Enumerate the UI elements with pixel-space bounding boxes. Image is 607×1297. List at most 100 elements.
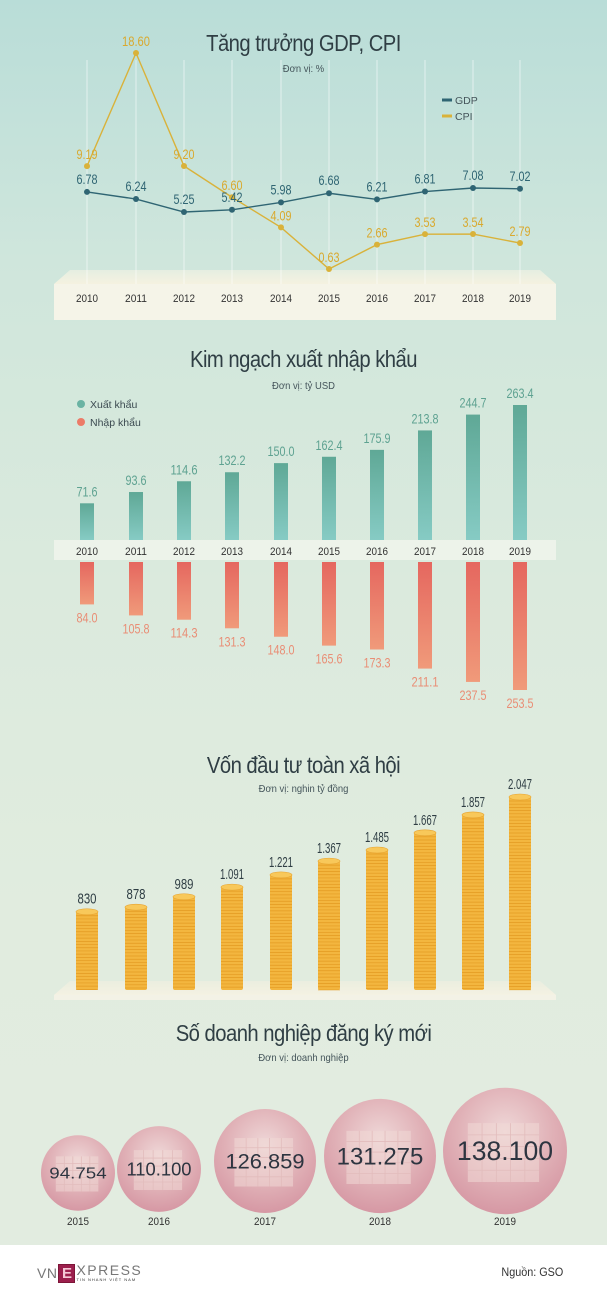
logo-vn-text: VN <box>37 1265 58 1281</box>
import-bar <box>225 562 239 629</box>
x-tick-label: 2010 <box>76 546 98 558</box>
investment-data-label: 1.091 <box>220 867 244 883</box>
export-data-label: 71.6 <box>77 483 98 499</box>
x-tick-label: 2010 <box>76 293 98 305</box>
cpi-data-label: 6.60 <box>222 177 243 193</box>
import-bar <box>177 562 191 620</box>
gdp-line <box>86 187 521 213</box>
cpi-data-label: 3.54 <box>463 214 484 230</box>
export-data-label: 162.4 <box>316 437 343 453</box>
coin-top <box>461 811 485 819</box>
logo-tagline: TIN NHANH VIỆT NAM <box>76 1276 137 1282</box>
cpi-point <box>278 224 284 231</box>
cpi-point <box>229 194 235 201</box>
coin-top <box>508 793 532 801</box>
import-data-label: 253.5 <box>507 695 534 711</box>
building-icon <box>133 1150 183 1190</box>
investment-data-label: 1.221 <box>269 855 293 871</box>
vnexpress-logo[interactable]: VN E XPRESS TIN NHANH VIỆT NAM <box>37 1263 142 1283</box>
cpi-data-label: 2.66 <box>367 225 388 241</box>
enterprise-section: Số doanh nghiệp đăng ký mới Đơn vị: doan… <box>0 1010 607 1245</box>
x-tick-label: 2015 <box>67 1216 89 1228</box>
enterprise-bubble <box>117 1126 201 1212</box>
import-bar <box>370 562 384 650</box>
cpi-point <box>517 240 523 247</box>
cpi-point <box>181 162 187 169</box>
gdp-point <box>84 188 90 195</box>
cpi-point <box>133 50 139 56</box>
investment-data-label: 830 <box>78 892 97 908</box>
axis-band <box>54 540 556 560</box>
investment-data-label: 989 <box>175 877 194 893</box>
export-bar <box>418 430 432 540</box>
cpi-point <box>84 163 90 170</box>
platform-top <box>54 270 556 284</box>
x-tick-label: 2012 <box>173 546 195 558</box>
enterprise-data-label: 110.100 <box>126 1159 191 1180</box>
cpi-data-label: 2.79 <box>510 223 531 239</box>
investment-data-label: 1.485 <box>365 830 389 846</box>
platform-front <box>54 995 556 1000</box>
gdp-data-label: 5.42 <box>222 189 243 205</box>
source-text: Nguồn: GSO <box>501 1265 564 1279</box>
x-tick-label: 2019 <box>509 546 531 558</box>
export-bar <box>177 481 191 540</box>
legend-gdp-label: GDP <box>455 95 478 107</box>
x-tick-label: 2017 <box>414 546 436 558</box>
export-data-label: 132.2 <box>219 452 246 468</box>
export-bar <box>322 456 336 540</box>
import-bar <box>274 562 288 637</box>
gdp-point <box>181 209 187 215</box>
enterprise-chart: 94.754 2015 110.100 2016 126.859 2017 131.275 2… <box>41 1087 567 1228</box>
gdp-data-label: 5.98 <box>271 181 292 197</box>
coin-stack-body <box>270 874 292 990</box>
import-data-label: 173.3 <box>364 655 391 671</box>
export-data-label: 213.8 <box>412 410 439 426</box>
legend-export-label: Xuất khẩu <box>90 399 137 411</box>
gdp-data-label: 6.21 <box>367 178 388 194</box>
coin-stack <box>75 908 99 990</box>
logo-xpress-text: XPRESS <box>76 1261 143 1278</box>
gdp-point <box>326 190 332 197</box>
x-tick-label: 2018 <box>462 546 484 558</box>
export-bar <box>80 503 94 540</box>
cpi-data-label: 3.53 <box>415 214 436 230</box>
enterprise-data-label: 94.754 <box>49 1166 106 1183</box>
export-bar <box>225 472 239 540</box>
coin-stack-body <box>366 849 388 990</box>
investment-chart: 8302010878201198920121.09120131.22120141… <box>54 777 556 1000</box>
x-tick-label: 2015 <box>318 293 340 305</box>
import-bar <box>80 562 94 605</box>
investment-data-label: 878 <box>127 887 146 903</box>
gdp-point <box>278 199 284 206</box>
cpi-point <box>374 241 380 248</box>
cpi-point <box>326 266 332 272</box>
gdp-point <box>133 196 139 203</box>
import-data-label: 131.3 <box>219 633 246 649</box>
platform-front <box>54 284 556 320</box>
legend-import-label: Nhập khẩu <box>90 417 141 429</box>
x-tick-label: 2016 <box>366 546 388 558</box>
x-tick-label: 2016 <box>148 1216 170 1228</box>
investment-title: Vốn đầu tư toàn xã hội <box>206 752 401 778</box>
import-data-label: 148.0 <box>268 642 295 658</box>
coin-stack-body <box>125 907 147 990</box>
import-bar <box>322 562 336 646</box>
coin-stack <box>124 903 148 990</box>
enterprise-bubble <box>41 1135 115 1211</box>
legend-import-swatch <box>77 418 85 426</box>
x-tick-label: 2019 <box>494 1216 516 1228</box>
trade-section: Kim ngạch xuất nhập khẩu Đơn vị: tỷ USD … <box>0 330 607 730</box>
x-tick-label: 2015 <box>318 546 340 558</box>
export-bar <box>466 414 480 540</box>
legend-cpi-label: CPI <box>455 111 473 123</box>
cpi-data-label: 4.09 <box>271 207 292 223</box>
gdp-point <box>470 185 476 191</box>
trade-chart: Xuất khẩu Nhập khẩu 71.6 2010 84.0 93.6 2011 10… <box>54 385 556 711</box>
import-bar <box>513 562 527 690</box>
gdp-point <box>374 196 380 203</box>
cpi-data-label: 18.60 <box>122 33 150 49</box>
coin-top <box>75 908 99 916</box>
gdp-cpi-unit: Đơn vị: % <box>282 63 325 75</box>
coin-stack <box>508 793 532 991</box>
